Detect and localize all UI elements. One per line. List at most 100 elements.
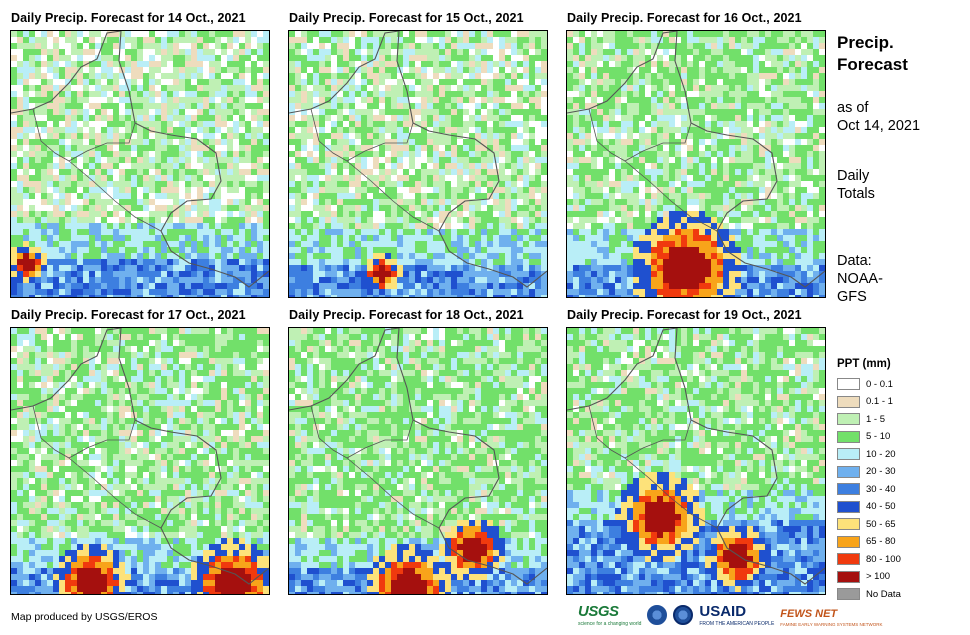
precip-cell [251,97,257,103]
precip-cell [233,241,239,247]
precip-cell [795,175,801,181]
precip-cell [651,49,657,55]
precip-cell [541,265,547,271]
precip-cell [457,235,463,241]
precip-cell [155,127,161,133]
precip-cell [735,115,741,121]
precip-cell [113,181,119,187]
precip-cell [325,97,331,103]
precip-cell [137,259,143,265]
precip-cell [493,79,499,85]
precip-cell [53,223,59,229]
precip-cell [801,133,807,139]
precip-cell [35,187,41,193]
precip-cell [113,43,119,49]
precip-cell [367,133,373,139]
precip-cell [349,181,355,187]
precip-cell [687,109,693,115]
precip-cell [729,61,735,67]
precip-cell [263,157,269,163]
precip-cell [541,277,547,283]
precip-cell [301,37,307,43]
precip-cell [765,55,771,61]
precip-cell [113,145,119,151]
precip-cell [89,235,95,241]
precip-cell [421,109,427,115]
precip-cell [355,205,361,211]
precip-cell [457,205,463,211]
precip-cell [567,163,573,169]
precip-cell [295,67,301,73]
precip-cell [361,241,367,247]
precip-cell [149,103,155,109]
precip-cell [101,175,107,181]
precip-cell [257,223,263,229]
precip-cell [143,115,149,121]
precip-cell [391,265,397,271]
precip-cell [463,127,469,133]
precip-cell [331,235,337,241]
precip-cell [119,109,125,115]
precip-cell [675,55,681,61]
precip-cell [391,121,397,127]
precip-cell [451,127,457,133]
precip-cell [705,97,711,103]
precip-cell [813,79,819,85]
precip-cell [239,229,245,235]
precip-cell [603,163,609,169]
precip-cell [337,49,343,55]
precip-cell [493,277,499,283]
precip-cell [319,205,325,211]
precip-cell [541,187,547,193]
precip-cell [573,67,579,73]
precip-cell [657,133,663,139]
precip-cell [573,121,579,127]
precip-cell [627,151,633,157]
precip-cell [295,127,301,133]
precip-cell [295,283,301,289]
precip-cell [113,175,119,181]
precip-cell [487,271,493,277]
precip-cell [427,31,433,37]
precip-cell [493,217,499,223]
precip-cell [463,151,469,157]
precip-cell [433,169,439,175]
precip-cell [307,223,313,229]
precip-cell [131,265,137,271]
precip-cell [289,223,295,229]
precip-cell [415,115,421,121]
precip-cell [331,229,337,235]
precip-cell [669,115,675,121]
precip-cell [487,289,493,295]
precip-cell [343,235,349,241]
precip-cell [723,115,729,121]
precip-cell [705,175,711,181]
precip-cell [89,103,95,109]
precip-cell [603,181,609,187]
precip-cell [633,145,639,151]
precip-cell [53,61,59,67]
precip-cell [101,259,107,265]
precip-cell [125,205,131,211]
precip-cell [433,163,439,169]
precip-cell [819,43,825,49]
precip-cell [185,193,191,199]
precip-cell [65,151,71,157]
precip-cell [125,223,131,229]
precip-cell [511,283,517,289]
precip-cell [107,217,113,223]
precip-cell [59,169,65,175]
precip-cell [337,193,343,199]
precip-cell [125,211,131,217]
precip-cell [603,61,609,67]
precip-cell [433,103,439,109]
precip-cell [645,67,651,73]
precip-cell [89,139,95,145]
precip-cell [149,85,155,91]
precip-cell [439,247,445,253]
precip-cell [185,43,191,49]
precip-cell [385,79,391,85]
precip-cell [349,49,355,55]
precip-cell [251,295,257,297]
precip-cell [23,199,29,205]
